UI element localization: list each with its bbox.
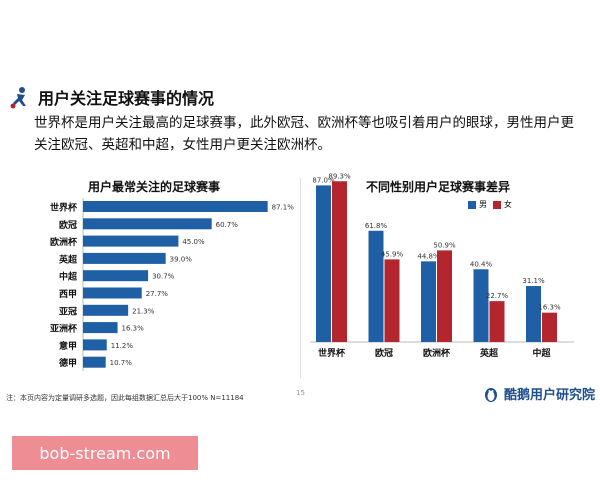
- legend-label-male: 男: [479, 200, 487, 209]
- chart2-value-label: 61.8%: [365, 222, 388, 230]
- chart2-value-label: 16.3%: [538, 304, 561, 312]
- chart2-bar-male: [316, 185, 331, 342]
- chart1-category-label: 意甲: [59, 340, 77, 352]
- intro-text: 世界杯是用户关注最高的足球赛事，此外欧冠、欧洲杯等也吸引着用户的眼球，男性用户更…: [34, 115, 574, 153]
- chart1-bar: [83, 356, 106, 368]
- chart2-bar-female: [332, 181, 347, 342]
- chart1-value-label: 11.2%: [111, 342, 134, 350]
- page-title: 用户关注足球赛事的情况: [38, 89, 215, 108]
- legend-swatch-female: [493, 200, 501, 209]
- chart1-category-label: 世界杯: [50, 202, 78, 214]
- chart1-category-label: 亚冠: [59, 306, 77, 317]
- chart1-category-label: 欧洲杯: [50, 236, 78, 248]
- divider: [300, 178, 301, 378]
- chart2-category-label: 欧冠: [375, 347, 393, 359]
- chart1-category-label: 德甲: [59, 357, 77, 369]
- chart1-bar: [83, 252, 166, 264]
- brand-name: 酷鹅用户研究院: [504, 388, 596, 403]
- chart1-bar: [83, 270, 149, 282]
- legend-label-female: 女: [504, 200, 512, 209]
- chart1-value-label: 87.1%: [272, 204, 295, 212]
- chart1-bar: [83, 322, 118, 334]
- chart2-title: 不同性别用户足球赛事差异: [366, 180, 511, 194]
- page-number: 15: [296, 389, 305, 397]
- chart1-value-label: 27.7%: [146, 290, 169, 298]
- chart1-bar: [83, 304, 129, 316]
- chart1-category-label: 欧冠: [59, 219, 77, 231]
- penguin-logo-icon: [485, 387, 497, 402]
- chart1-category-label: 西甲: [59, 289, 77, 300]
- chart1-title: 用户最常关注的足球赛事: [88, 180, 221, 194]
- chart2-value-label: 89.3%: [328, 172, 351, 180]
- chart2-bar-male: [526, 286, 541, 342]
- chart1-bar: [83, 235, 179, 247]
- chart2-bar-male: [368, 230, 384, 342]
- chart2-category-label: 英超: [479, 347, 499, 359]
- chart2-value-label: 44.8%: [417, 252, 440, 260]
- chart2-bar-male: [473, 269, 489, 342]
- chart1-value-label: 30.7%: [152, 273, 175, 281]
- chart1-category-label: 亚洲杯: [50, 323, 78, 335]
- football-player-icon: [10, 87, 26, 109]
- chart2-bar-female: [384, 259, 400, 342]
- heading-row: 用户关注足球赛事的情况: [8, 85, 214, 109]
- footnote: 注：本页内容为定量调研多选题，因此每组数据汇总后大于100% N=11184: [6, 394, 244, 402]
- chart1-bar: [83, 339, 107, 351]
- chart1-value-label: 16.3%: [122, 325, 145, 333]
- chart2-category-label: 欧洲杯: [423, 347, 451, 359]
- chart2-category-label: 世界杯: [318, 347, 346, 359]
- chart2-bar-female: [542, 312, 557, 342]
- chart2-category-label: 中超: [532, 347, 551, 359]
- chart1-value-label: 60.7%: [216, 221, 239, 229]
- chart1-bar: [83, 201, 268, 212]
- brand: 酷鹅用户研究院: [482, 384, 595, 403]
- chart1-value-label: 39.0%: [170, 255, 193, 263]
- chart2-value-label: 45.9%: [381, 250, 404, 258]
- watermark: bob-stream.com: [12, 436, 198, 470]
- chart1-value-label: 10.7%: [110, 359, 133, 367]
- chart2-value-label: 31.1%: [522, 277, 545, 285]
- chart2-legend: 男 女: [468, 199, 512, 210]
- chart1-bar: [83, 218, 212, 230]
- chart1-value-label: 21.3%: [132, 307, 155, 315]
- chart1-bar: [83, 287, 142, 299]
- chart2-bar-female: [437, 250, 452, 342]
- chart2-bar-female: [489, 301, 505, 342]
- chart2-bar-male: [421, 261, 436, 342]
- chart2-value-label: 40.4%: [470, 260, 493, 268]
- chart2-value-label: 87.0%: [312, 176, 335, 184]
- chart1-category-label: 中超: [59, 271, 78, 283]
- legend-swatch-male: [468, 200, 476, 209]
- chart1-category-label: 英超: [58, 253, 78, 265]
- chart2-value-label: 50.9%: [433, 241, 456, 249]
- chart2-value-label: 22.7%: [486, 292, 509, 300]
- chart1-value-label: 45.0%: [182, 238, 205, 246]
